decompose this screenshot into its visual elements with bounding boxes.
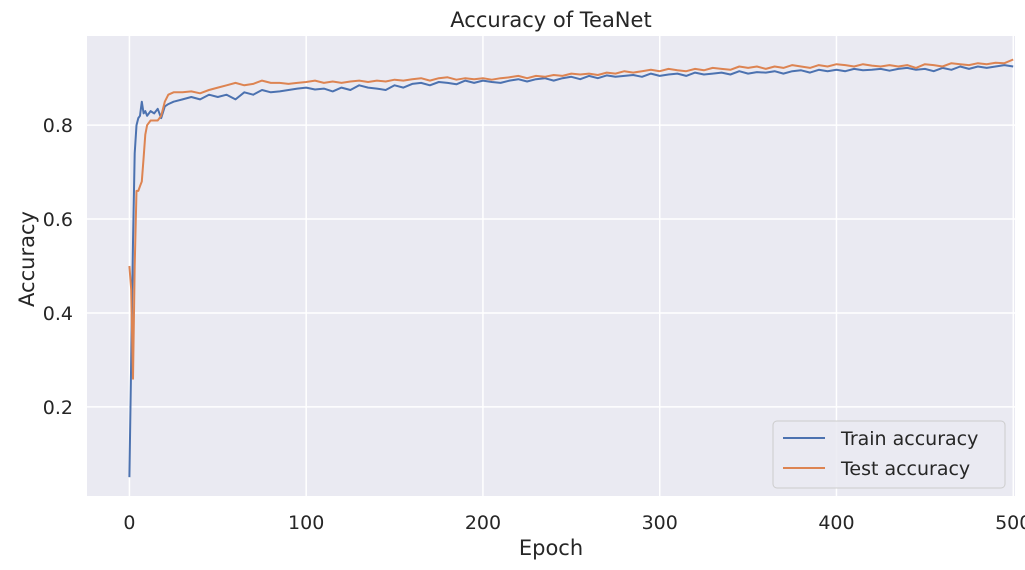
chart-title: Accuracy of TeaNet — [450, 8, 651, 32]
y-tick-label: 0.8 — [43, 115, 73, 137]
y-tick-label: 0.4 — [43, 303, 73, 325]
tick-labels: 0 100 200 300 400 500 0.2 0.4 0.6 0.8 — [43, 115, 1025, 534]
x-tick-label: 200 — [465, 512, 501, 534]
x-tick-label: 100 — [288, 512, 324, 534]
plot-background — [87, 36, 1015, 496]
legend-label-test: Test accuracy — [840, 458, 970, 480]
y-axis-label: Accuracy — [15, 211, 39, 307]
x-tick-label: 300 — [642, 512, 678, 534]
x-tick-label: 400 — [818, 512, 854, 534]
test-accuracy-line — [128, 58, 1014, 380]
x-tick-label: 0 — [123, 512, 135, 534]
legend-label-train: Train accuracy — [840, 428, 978, 450]
train-accuracy-line — [128, 64, 1014, 478]
y-tick-label: 0.6 — [43, 209, 73, 231]
series-lines — [128, 58, 1014, 478]
x-tick-label: 500 — [995, 512, 1025, 534]
grid-lines — [87, 36, 1015, 496]
legend: Train accuracy Test accuracy — [772, 420, 1006, 489]
y-tick-label: 0.2 — [43, 397, 73, 419]
x-axis-label: Epoch — [519, 536, 583, 560]
legend-box — [772, 420, 1006, 489]
